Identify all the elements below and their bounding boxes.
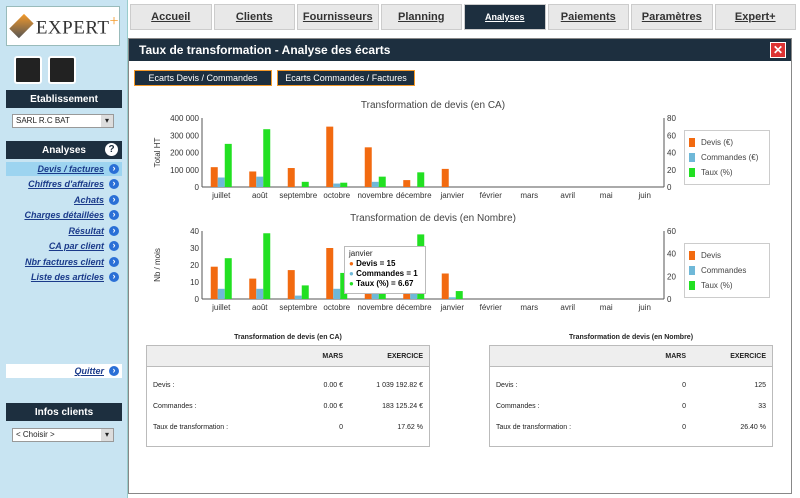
table-row: Commandes :0 33	[496, 403, 766, 410]
menu-charges[interactable]: Charges détaillées	[6, 208, 122, 222]
tooltip-title: janvier	[349, 249, 373, 258]
legend-label: Taux (%)	[701, 281, 733, 290]
chart-legend: Devis (€) Commandes (€) Taux (%)	[684, 130, 770, 185]
legend-label: Devis	[701, 251, 722, 260]
legend-label: Commandes	[701, 266, 747, 275]
logo-text: EXPERT	[35, 17, 110, 39]
menu-liste-articles[interactable]: Liste des articles	[6, 270, 122, 284]
legend-swatch	[689, 251, 695, 260]
print-card-icon[interactable]	[48, 56, 76, 84]
tab-paiements[interactable]: Paiements	[547, 4, 629, 30]
legend-label: Taux (%)	[701, 168, 733, 177]
chart-tooltip: janvier ● Devis = 15 ● Commandes = 1 ● T…	[344, 246, 426, 294]
analyses-title: Analyses?	[6, 141, 122, 159]
tab-fournisseurs[interactable]: Fournisseurs	[297, 4, 379, 30]
logo-plus: +	[109, 12, 119, 30]
legend-swatch	[689, 153, 695, 162]
ecarts-devis-commandes-button[interactable]: Ecarts Devis / Commandes	[134, 70, 272, 86]
legend-item[interactable]: Devis (€)	[689, 135, 765, 150]
col-mars: MARS	[322, 352, 343, 360]
chart-legend: Devis Commandes Taux (%)	[684, 243, 770, 298]
menu-devis-factures[interactable]: Devis / factures	[6, 162, 122, 176]
quitter-link[interactable]: Quitter	[6, 364, 122, 378]
col-mars: MARS	[665, 352, 686, 360]
legend-swatch	[689, 281, 695, 290]
menu-nbr-factures[interactable]: Nbr factures client	[6, 255, 122, 269]
ecarts-commandes-factures-button[interactable]: Ecarts Commandes / Factures	[277, 70, 415, 86]
tab-planning[interactable]: Planning	[380, 4, 462, 30]
legend-label: Devis (€)	[701, 138, 734, 147]
summary-table-ca: Transformation de devis (en CA) MARS EXER…	[146, 334, 430, 447]
legend-item[interactable]: Commandes	[689, 263, 765, 278]
menu-achats[interactable]: Achats	[6, 193, 122, 207]
col-exercice: EXERCICE	[730, 352, 766, 360]
tooltip-taux: Taux (%) = 6.67	[356, 279, 414, 288]
menu-ca-client[interactable]: CA par client	[6, 239, 122, 253]
table-row: Taux de transformation :0 17.62 %	[153, 424, 423, 431]
legend-item[interactable]: Devis	[689, 248, 765, 263]
user-profile-icon[interactable]	[14, 56, 42, 84]
panel-header: Taux de transformation - Analyse des éca…	[129, 39, 791, 61]
summary-table-nombre: Transformation de devis (en Nombre) MARS…	[489, 334, 773, 447]
menu-chiffres-affaires[interactable]: Chiffres d'affaires	[6, 177, 122, 191]
logo[interactable]: EXPERT+	[6, 6, 120, 46]
legend-item[interactable]: Taux (%)	[689, 278, 765, 293]
legend-item[interactable]: Taux (%)	[689, 165, 765, 180]
table-row: Taux de transformation :0 26.40 %	[496, 424, 766, 431]
top-nav: Accueil Clients Fournisseurs Planning An…	[130, 4, 796, 30]
etablissement-title: Etablissement	[6, 90, 122, 108]
close-icon[interactable]: ✕	[770, 42, 786, 58]
tab-accueil[interactable]: Accueil	[130, 4, 212, 30]
legend-swatch	[689, 168, 695, 177]
analysis-panel: Taux de transformation - Analyse des éca…	[128, 38, 792, 494]
table-ca-title: Transformation de devis (en CA)	[234, 334, 342, 341]
table-row: Devis :0.00 €1 039 192.82 €	[153, 382, 423, 389]
infos-clients-title: Infos clients	[6, 403, 122, 421]
legend-swatch	[689, 138, 695, 147]
menu-resultat[interactable]: Résultat	[6, 224, 122, 238]
panel-title: Taux de transformation - Analyse des éca…	[139, 43, 391, 57]
tooltip-devis: Devis = 15	[356, 259, 396, 268]
client-select[interactable]: < Choisir >	[12, 428, 114, 442]
tab-expert-plus[interactable]: Expert+	[714, 4, 796, 30]
table-nombre-title: Transformation de devis (en Nombre)	[568, 334, 694, 341]
tab-analyses[interactable]: Analyses	[464, 4, 546, 30]
table-row: Devis :0 125	[496, 382, 766, 389]
tab-clients[interactable]: Clients	[213, 4, 295, 30]
sidebar: EXPERT+ Etablissement SARL R.C BAT Analy…	[0, 0, 128, 498]
logo-cube-icon	[9, 13, 34, 39]
col-exercice: EXERCICE	[387, 352, 423, 360]
tooltip-commandes: Commandes = 1	[356, 269, 418, 278]
help-icon[interactable]: ?	[105, 143, 118, 156]
tab-parametres[interactable]: Paramètres	[631, 4, 713, 30]
legend-swatch	[689, 266, 695, 275]
legend-label: Commandes (€)	[701, 153, 759, 162]
table-row: Commandes :0.00 €183 125.24 €	[153, 403, 423, 410]
legend-item[interactable]: Commandes (€)	[689, 150, 765, 165]
etablissement-select[interactable]: SARL R.C BAT	[12, 114, 114, 128]
